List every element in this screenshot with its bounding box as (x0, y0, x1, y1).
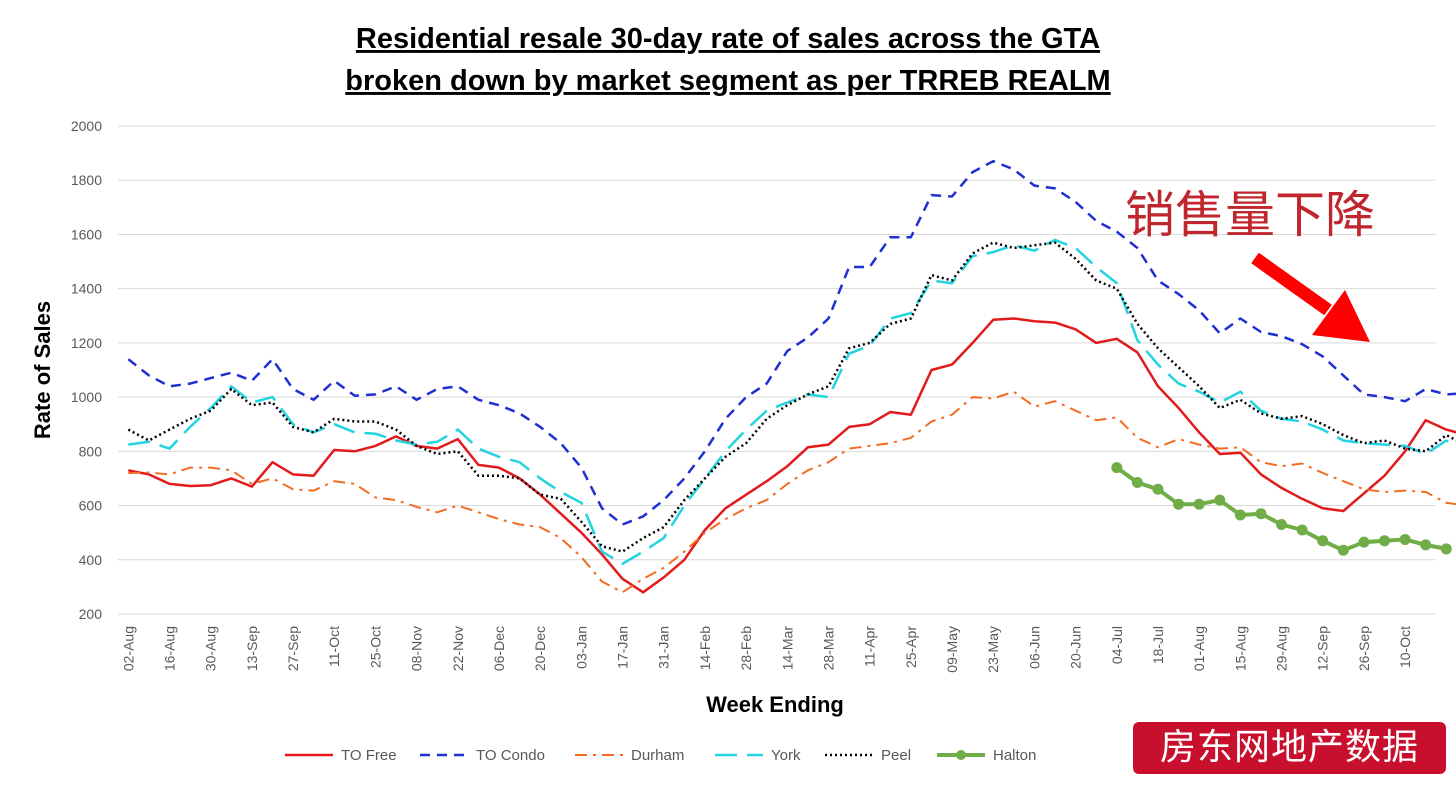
legend-label-peel: Peel (881, 747, 911, 764)
data-point-halton (1111, 462, 1123, 474)
x-tick-label: 22-Nov (450, 626, 466, 671)
data-point-halton (1399, 533, 1411, 545)
data-point-halton (1337, 544, 1349, 556)
x-axis-title: Week Ending (706, 692, 844, 717)
x-tick-label: 13-Sep (244, 626, 260, 671)
x-tick-label: 15-Aug (1232, 626, 1248, 671)
data-point-halton (1276, 519, 1288, 531)
x-tick-label: 03-Jan (573, 626, 589, 669)
series-line-durham (128, 390, 1456, 594)
x-tick-label: 27-Sep (285, 626, 301, 671)
x-axis-ticks: 02-Aug 16-Aug 30-Aug 13-Sep 27-Sep 11-Oct 25-O… (120, 626, 1413, 673)
x-tick-label: 08-Nov (409, 626, 425, 671)
x-tick-label: 10-Oct (1397, 626, 1413, 668)
x-tick-label: 11-Apr (862, 626, 878, 667)
y-tick-label: 1800 (71, 172, 102, 188)
series-line-to-free (128, 317, 1456, 594)
data-point-halton (1152, 483, 1164, 495)
x-tick-label: 31-Jan (656, 626, 672, 669)
y-tick-label: 600 (79, 498, 103, 514)
legend-label-durham: Durham (631, 747, 684, 764)
y-tick-label: 2000 (71, 118, 102, 134)
arrow-icon (1251, 252, 1370, 342)
chart-title-line-1: Residential resale 30-day rate of sales … (356, 23, 1100, 55)
x-tick-label: 02-Aug (120, 626, 136, 671)
data-point-halton (1358, 536, 1370, 548)
x-tick-label: 20-Dec (532, 626, 548, 671)
x-tick-label: 14-Mar (779, 626, 795, 671)
data-point-halton (1214, 494, 1226, 506)
x-tick-label: 25-Apr (903, 626, 919, 668)
x-tick-label: 28-Mar (820, 626, 836, 671)
legend: TO Free TO Condo Durham York Peel Halton (285, 747, 1036, 764)
data-point-halton (1173, 498, 1185, 510)
data-point-halton (1234, 509, 1246, 521)
watermark-badge: 房东网地产数据 (1133, 722, 1446, 774)
x-tick-label: 30-Aug (203, 626, 219, 671)
y-axis-ticks: 200 400 600 800 1000 1200 1400 1600 1800 2000 (71, 118, 102, 622)
series-line-york (128, 238, 1456, 566)
chart-title-line-2: broken down by market segment as per TRR… (345, 65, 1110, 97)
x-tick-label: 18-Jul (1150, 626, 1166, 664)
y-tick-label: 400 (79, 552, 103, 568)
x-tick-label: 12-Sep (1315, 626, 1331, 671)
annotation-text: 销售量下降 (1125, 186, 1375, 244)
data-point-halton (1440, 543, 1452, 555)
x-tick-label: 20-Jun (1068, 626, 1084, 669)
x-tick-label: 28-Feb (738, 626, 754, 671)
x-tick-label: 01-Aug (1191, 626, 1207, 671)
x-tick-label: 25-Oct (367, 626, 383, 668)
series-line-to-condo (127, 159, 1456, 526)
data-point-halton (1379, 535, 1391, 547)
legend-marker-halton (956, 750, 966, 760)
x-tick-label: 09-May (944, 626, 960, 673)
data-point-halton (1255, 508, 1267, 520)
x-tick-label: 16-Aug (161, 626, 177, 671)
data-point-halton (1317, 535, 1329, 547)
legend-label-to-condo: TO Condo (476, 747, 545, 764)
y-axis-title: Rate of Sales (30, 301, 55, 439)
y-tick-label: 1400 (71, 281, 102, 297)
data-point-halton (1296, 524, 1308, 536)
y-tick-label: 1200 (71, 335, 102, 351)
legend-label-halton: Halton (993, 747, 1036, 764)
x-tick-label: 23-May (985, 626, 1001, 673)
data-point-halton (1420, 539, 1432, 551)
x-tick-label: 14-Feb (697, 626, 713, 671)
series-lines (127, 159, 1456, 594)
x-tick-label: 17-Jan (615, 626, 631, 669)
legend-label-york: York (771, 747, 801, 764)
data-point-halton (1131, 477, 1143, 489)
x-tick-label: 11-Oct (326, 626, 342, 667)
x-tick-label: 04-Jul (1109, 626, 1125, 664)
y-tick-label: 800 (79, 443, 103, 459)
series-line-halton (1115, 465, 1447, 553)
x-tick-label: 26-Sep (1356, 626, 1372, 671)
y-tick-label: 200 (79, 606, 103, 622)
y-tick-label: 1600 (71, 226, 102, 242)
x-tick-label: 06-Jun (1026, 626, 1042, 669)
x-tick-label: 06-Dec (491, 626, 507, 671)
x-tick-label: 29-Aug (1274, 626, 1290, 671)
y-tick-label: 1000 (71, 389, 102, 405)
data-point-halton (1193, 498, 1205, 510)
legend-label-to-free: TO Free (341, 747, 397, 764)
